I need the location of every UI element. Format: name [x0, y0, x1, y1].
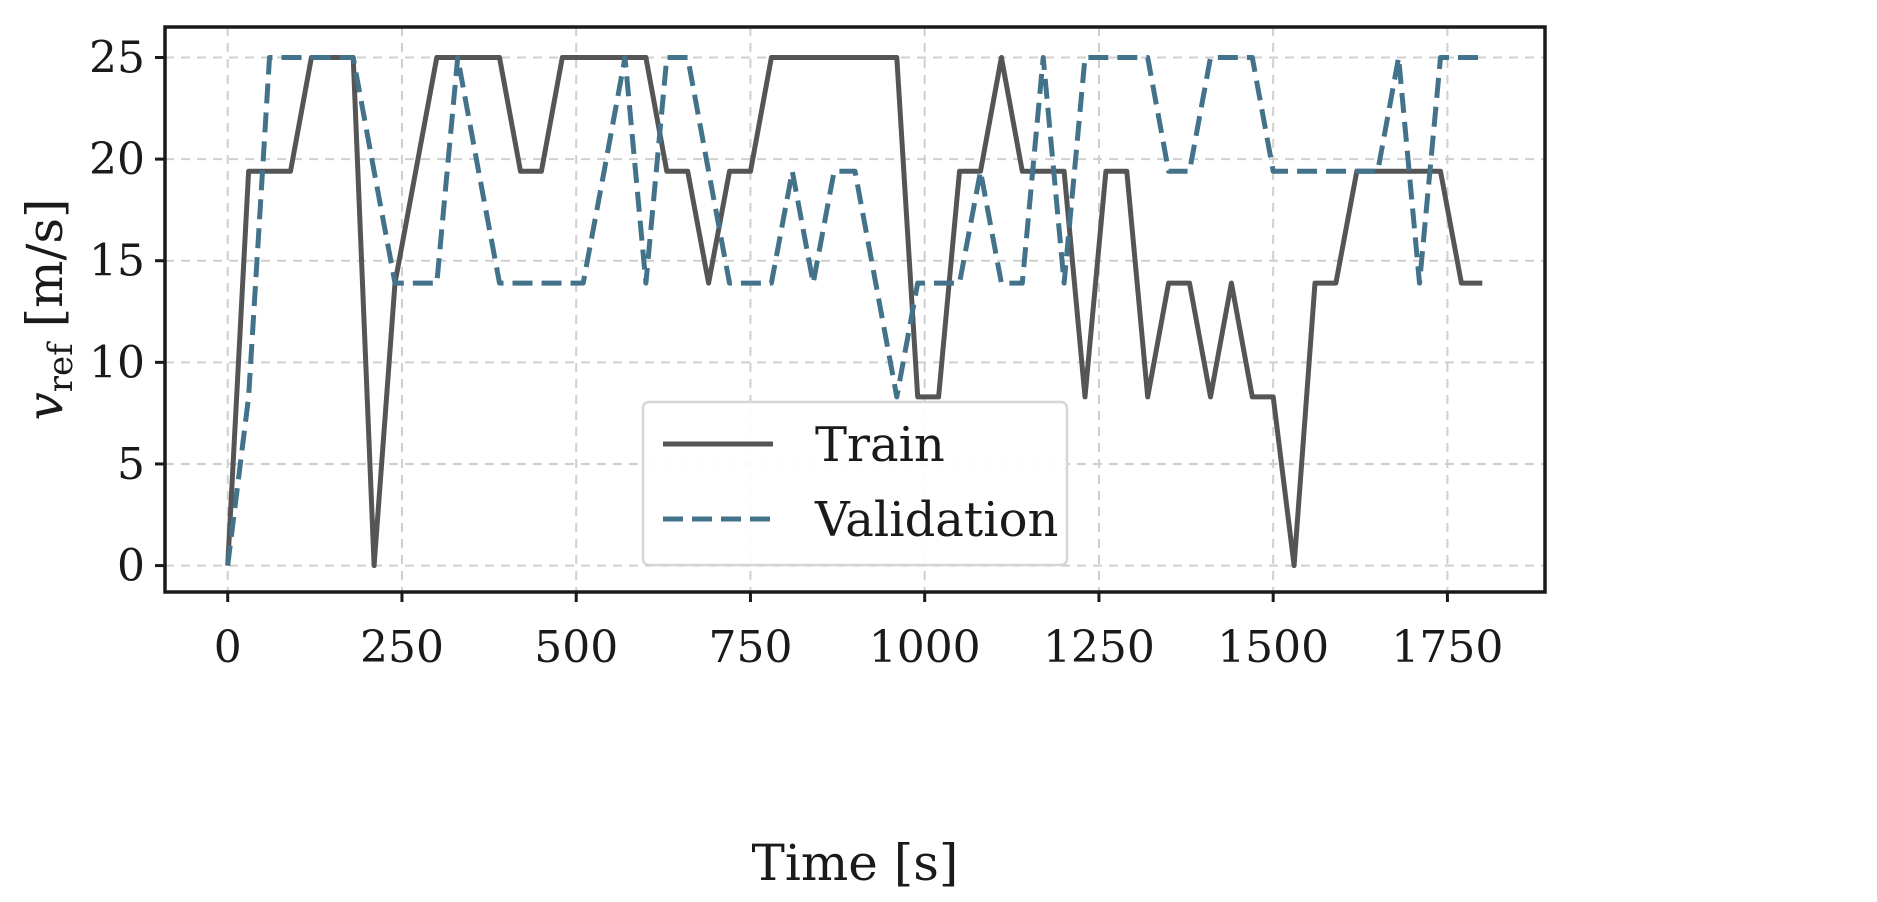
y-axis-label-subscript: ref: [41, 341, 81, 392]
y-axis-label-var: v: [16, 392, 74, 420]
y-tick-label: 20: [89, 134, 145, 185]
x-tick-label: 750: [708, 622, 792, 673]
legend-label-train: Train: [815, 417, 945, 473]
plot-frame: [163, 25, 1547, 594]
x-tick-label: 1500: [1217, 622, 1329, 673]
x-axis-label: Time [s]: [752, 834, 959, 892]
legend: Train Validation: [641, 400, 1069, 567]
y-tick-label: 25: [89, 32, 145, 83]
y-tick-label: 5: [117, 439, 145, 490]
y-tick-label: 15: [89, 236, 145, 287]
x-tick-label: 500: [534, 622, 618, 673]
x-tick-label: 1000: [869, 622, 981, 673]
y-tick-label: 10: [89, 337, 145, 388]
x-tick-label: 1750: [1391, 622, 1503, 673]
y-axis-label-units: [m/s]: [16, 198, 74, 343]
ticks: 0 250 500 750 1000 1250 1500 1750 0 5 10 15 20 25: [89, 32, 1503, 673]
x-tick-label: 1250: [1043, 622, 1155, 673]
x-tick-label: 250: [360, 622, 444, 673]
x-tick-label: 0: [214, 622, 242, 673]
y-axis-label: vref [m/s]: [16, 198, 81, 420]
series-group: [225, 55, 1483, 569]
series-line-validation: [225, 55, 1483, 566]
y-tick-label: 0: [117, 541, 145, 592]
legend-label-validation: Validation: [814, 492, 1058, 548]
